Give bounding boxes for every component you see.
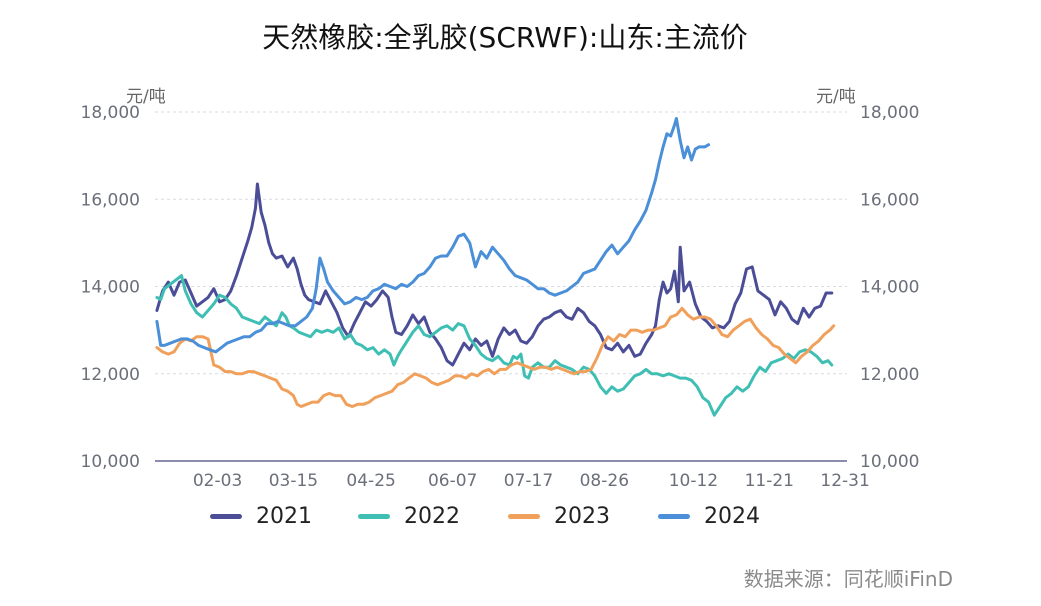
legend-item-2022[interactable]: 2022	[358, 500, 460, 532]
x-tick-label: 11-21	[745, 471, 794, 491]
gridlines	[155, 111, 847, 375]
series-lines	[155, 117, 836, 417]
x-tick-label: 06-07	[428, 471, 477, 491]
x-axis: 02-03 03-15 04-25 06-07 07-17 08-26 10-12 11-21…	[155, 460, 870, 491]
y-tick-label-right: 18,000	[860, 103, 919, 123]
right-axis-unit: 元/吨	[816, 87, 856, 107]
legend-label: 2021	[256, 503, 312, 529]
y-tick-label-right: 14,000	[860, 278, 919, 298]
legend-label: 2022	[404, 503, 460, 529]
legend-swatch	[658, 513, 690, 519]
legend-item-2024[interactable]: 2024	[658, 500, 760, 532]
y-tick-label-left: 18,000	[81, 103, 140, 123]
y-tick-label-left: 12,000	[81, 365, 140, 385]
legend-label: 2023	[554, 503, 610, 529]
x-tick-label: 07-17	[504, 471, 553, 491]
x-tick-label: 10-12	[669, 471, 718, 491]
legend-swatch	[358, 513, 390, 519]
y-tick-label-left: 16,000	[81, 190, 140, 210]
y-tick-label-right: 16,000	[860, 190, 919, 210]
right-y-axis: 10,000 12,000 14,000 16,000 18,000	[860, 103, 919, 472]
y-tick-label-left: 14,000	[81, 278, 140, 298]
legend-item-2021[interactable]: 2021	[210, 500, 312, 532]
data-source: 数据来源：同花顺iFinD	[743, 567, 953, 591]
x-tick-label: 08-26	[580, 471, 629, 491]
chart-title: 天然橡胶:全乳胶(SCRWF):山东:主流价	[262, 21, 748, 54]
series-line-2024	[155, 117, 711, 354]
y-tick-label-left: 10,000	[81, 452, 140, 472]
left-axis-unit: 元/吨	[126, 87, 166, 107]
x-tick-label: 04-25	[346, 471, 395, 491]
legend-item-2023[interactable]: 2023	[508, 500, 610, 532]
left-y-axis: 10,000 12,000 14,000 16,000 18,000	[81, 103, 140, 472]
x-tick-label: 03-15	[269, 471, 318, 491]
legend-swatch	[210, 513, 242, 519]
series-line-2022	[155, 274, 834, 417]
x-tick-label: 02-03	[193, 471, 242, 491]
legend-label: 2024	[704, 503, 760, 529]
legend-swatch	[508, 513, 540, 519]
series-line-2023	[155, 306, 836, 408]
x-tick-label: 12-31	[820, 471, 869, 491]
y-tick-label-right: 10,000	[860, 452, 919, 472]
series-line-2021	[155, 182, 834, 367]
y-tick-label-right: 12,000	[860, 365, 919, 385]
legend: 2021 2022 2023 2024	[210, 500, 810, 532]
